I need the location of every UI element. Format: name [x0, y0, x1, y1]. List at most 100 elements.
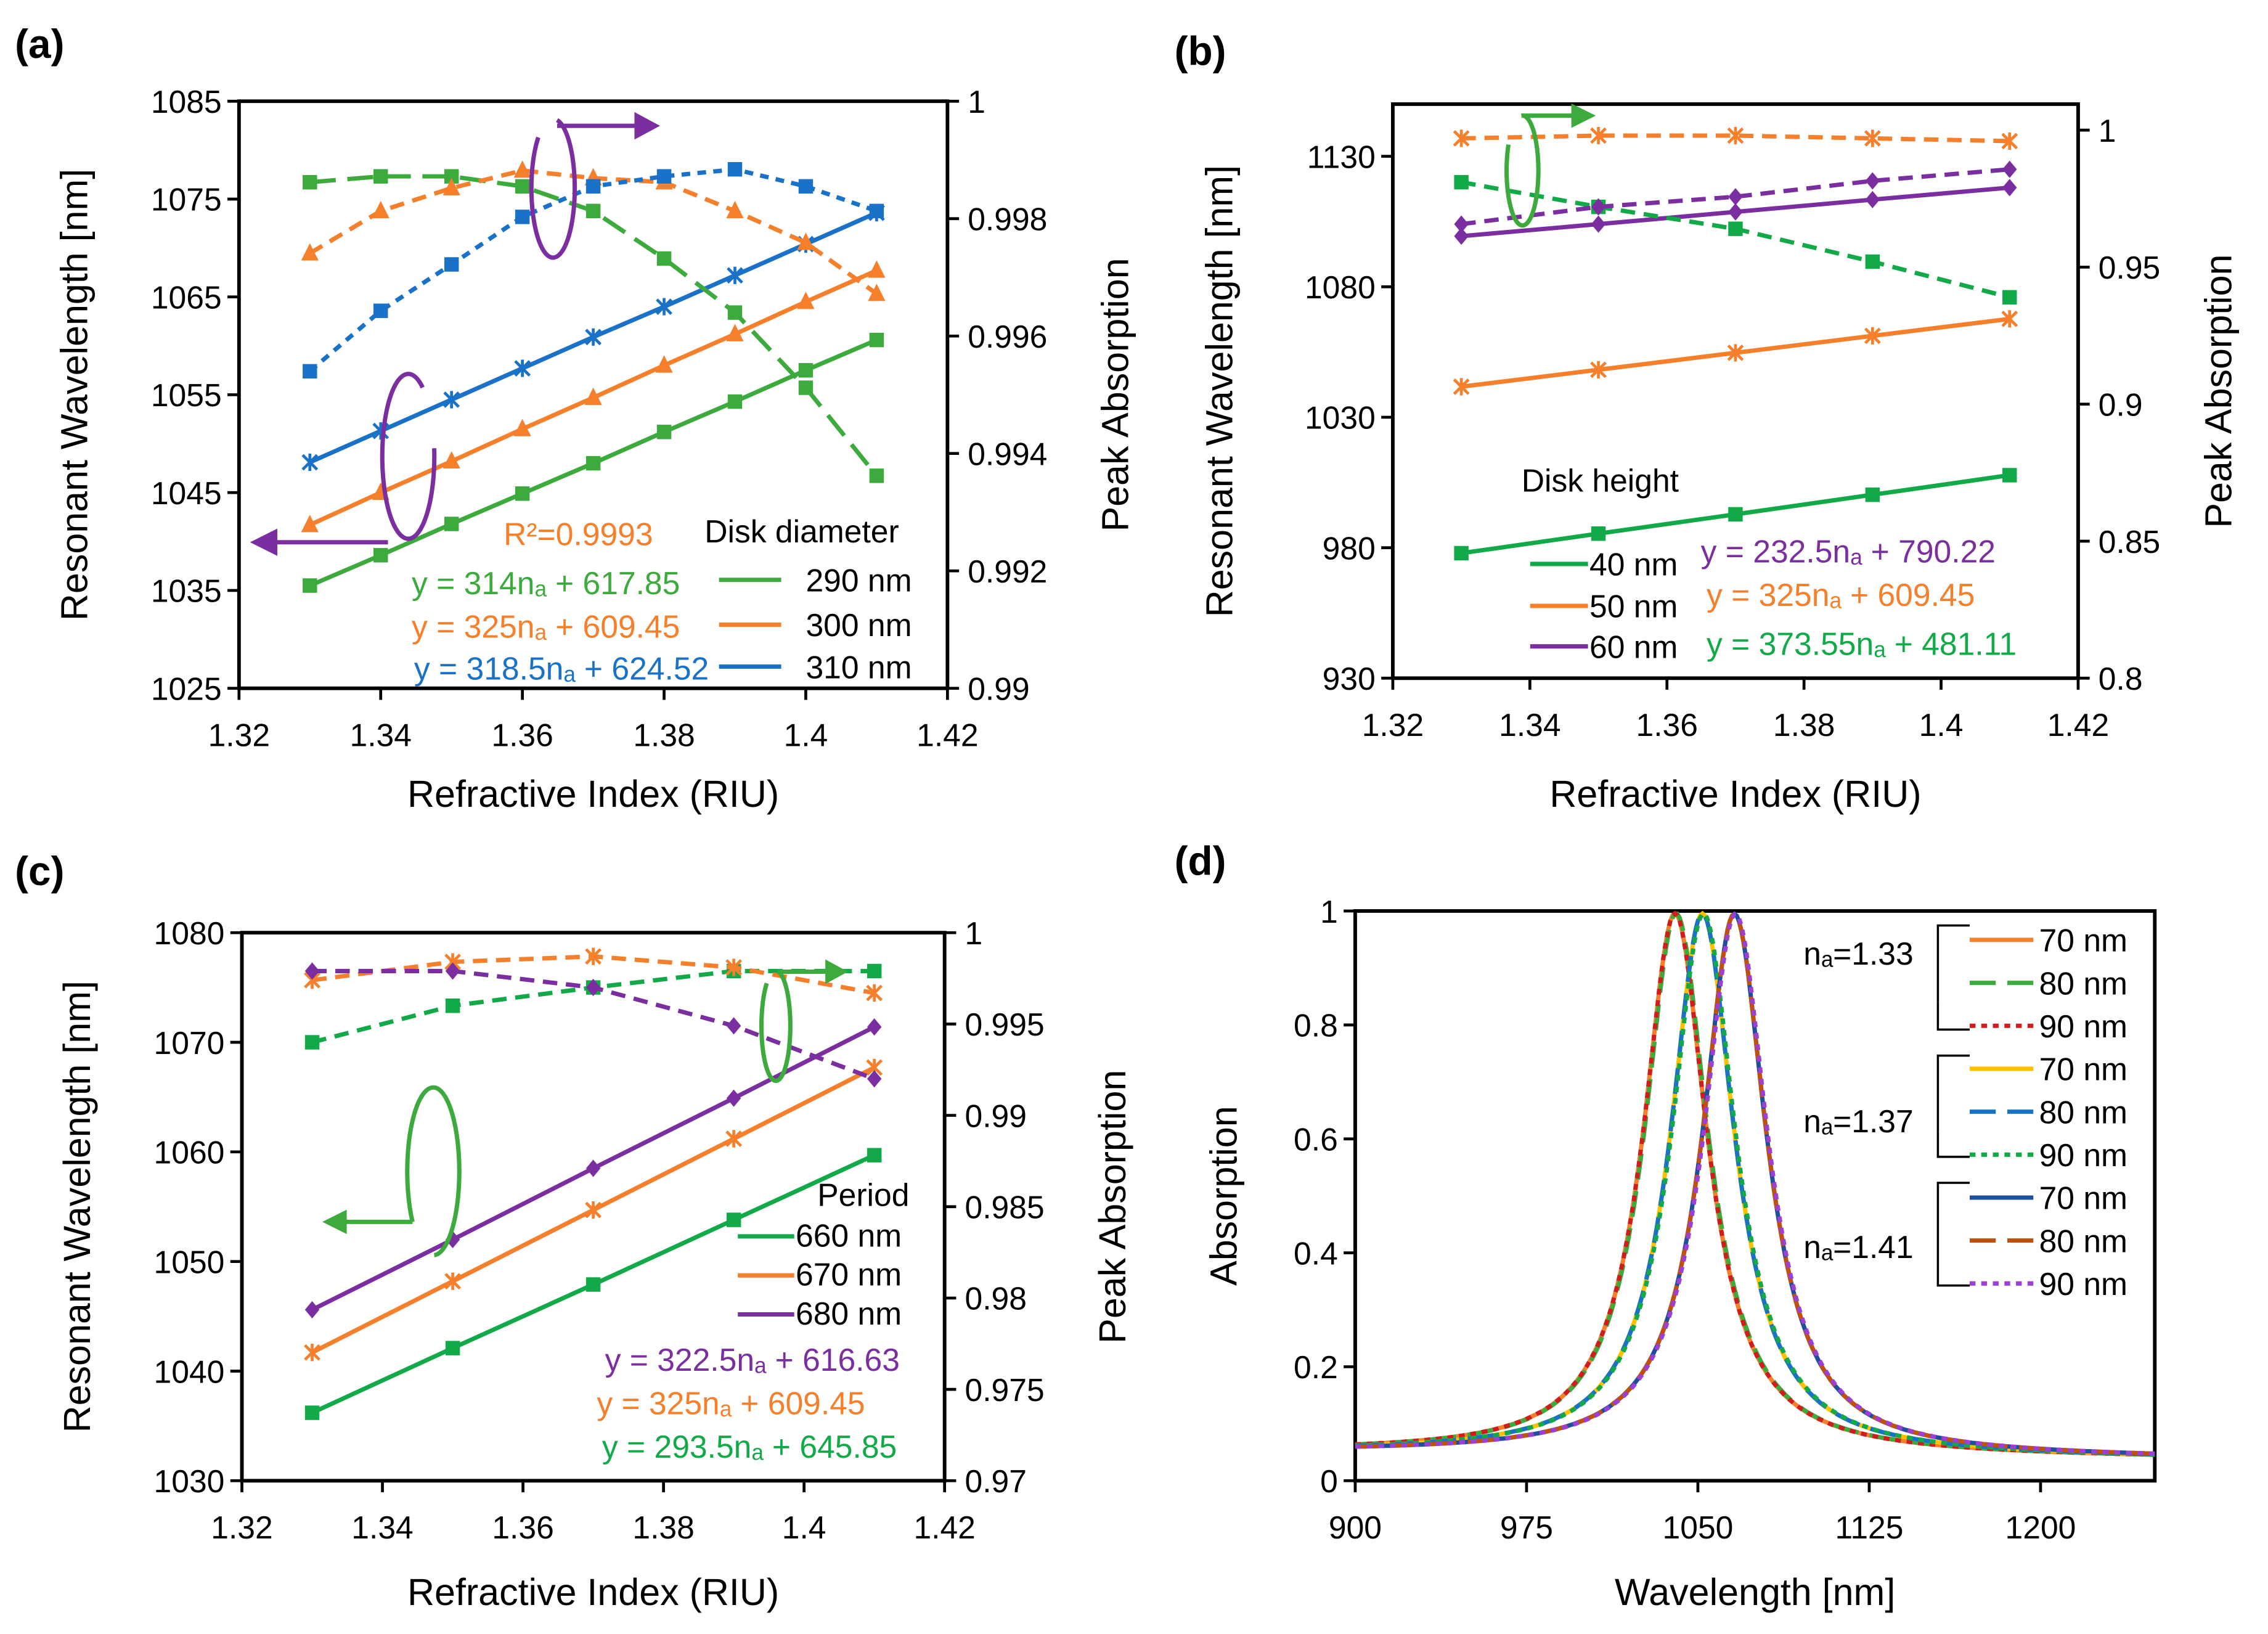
y-tick-label: 1045 [151, 475, 222, 511]
marker-asterisk [866, 984, 883, 1002]
marker-asterisk [1453, 129, 1470, 147]
y-axis-label: Resonant Wavelength [nm] [56, 981, 98, 1432]
group-label: nₐ=1.37 [1803, 1103, 1914, 1139]
legend-entry: 290 nm [806, 563, 912, 598]
legend-entry: 80 nm [2039, 965, 2127, 1001]
marker-asterisk [1590, 361, 1607, 378]
legend-entry: 680 nm [796, 1296, 902, 1331]
y2-tick-label: 1 [965, 915, 983, 951]
marker-square [726, 1212, 741, 1227]
x-tick-label: 1050 [1663, 1509, 1734, 1545]
panel-label-c: (c) [15, 849, 64, 894]
marker-square [1454, 545, 1469, 561]
x-tick-label: 1.42 [913, 1509, 975, 1545]
y-tick-label: 1025 [151, 671, 222, 706]
y2-tick-label: 0.8 [2099, 661, 2143, 696]
y-tick-label: 930 [1323, 661, 1376, 696]
r2-label: R²=0.9993 [504, 516, 653, 552]
y2-tick-label: 0.9 [2099, 386, 2143, 422]
marker-triangle [868, 284, 886, 301]
marker-square [303, 578, 317, 593]
marker-asterisk [1727, 126, 1744, 145]
marker-asterisk [656, 298, 672, 316]
equation: y = 232.5nₐ + 790.22 [1701, 534, 1996, 570]
marker-asterisk [1727, 344, 1744, 362]
y-tick-label: 1050 [154, 1244, 225, 1280]
y-tick-label: 1055 [151, 377, 222, 413]
panel-label-a: (a) [15, 22, 64, 67]
marker-square [585, 1277, 601, 1292]
marker-square [515, 210, 530, 224]
y2-tick-label: 0.85 [2099, 524, 2160, 560]
absorption-curve [1355, 912, 2155, 1457]
marker-asterisk [2001, 132, 2018, 150]
legend-entry: 90 nm [2039, 1266, 2127, 1302]
legend-entry: 660 nm [796, 1217, 902, 1253]
marker-square [2002, 290, 2017, 305]
y2-tick-label: 0.985 [965, 1190, 1045, 1225]
panel-label-b: (b) [1175, 29, 1226, 74]
marker-triangle [797, 232, 815, 250]
marker-asterisk [304, 1344, 320, 1362]
marker-square [656, 169, 672, 184]
marker-diamond [1454, 215, 1469, 233]
marker-asterisk [2001, 310, 2018, 328]
x-tick-label: 1.32 [211, 1509, 272, 1545]
marker-square [373, 303, 388, 318]
y-tick-label: 0 [1320, 1463, 1338, 1499]
x-tick-label: 1.4 [1919, 707, 1964, 743]
x-tick-label: 1.36 [491, 717, 553, 753]
y2-tick-label: 1 [968, 84, 985, 120]
marker-triangle [655, 355, 673, 373]
marker-diamond [726, 1089, 741, 1107]
y2-tick-label: 0.998 [968, 201, 1047, 237]
equation: y = 325nₐ + 609.45 [597, 1385, 865, 1421]
x-tick-label: 1.32 [1362, 707, 1424, 743]
absorption-curve [1355, 910, 2155, 1456]
y-tick-label: 1070 [154, 1025, 225, 1061]
marker-square [1865, 487, 1880, 502]
marker-diamond [1865, 190, 1880, 208]
legend-d: nₐ=1.33 nₐ=1.37 nₐ=1.41 70 nm 80 nm 90 nm 7… [1803, 923, 2127, 1302]
marker-diamond [585, 979, 601, 997]
y-tick-label: 1080 [154, 915, 225, 951]
y-tick-label: 1065 [151, 279, 222, 315]
marker-square [1728, 507, 1743, 522]
equation: y = 293.5nₐ + 645.85 [602, 1429, 897, 1464]
marker-triangle [726, 200, 744, 219]
marker-triangle [372, 200, 390, 219]
x-tick-label: 1.32 [208, 717, 270, 753]
marker-square [515, 486, 530, 501]
x-tick-label: 1200 [2005, 1509, 2076, 1545]
marker-diamond [304, 1301, 320, 1318]
marker-diamond [1728, 203, 1743, 221]
marker-square [303, 174, 317, 190]
series-line [309, 174, 879, 478]
marker-triangle [443, 178, 460, 195]
marker-asterisk [585, 328, 602, 346]
legend-entry: 50 nm [1589, 589, 1678, 624]
x-tick-label: 1.4 [782, 1509, 826, 1545]
legend-title-a: Disk diameter [704, 513, 899, 549]
marker-square [585, 203, 601, 219]
marker-square [656, 425, 672, 439]
marker-triangle [301, 515, 319, 533]
marker-square [1728, 221, 1743, 236]
marker-square [445, 999, 460, 1013]
y-tick-label: 0.6 [1294, 1121, 1338, 1157]
marker-diamond [1591, 198, 1606, 216]
marker-asterisk [443, 391, 460, 409]
marker-asterisk [1864, 129, 1881, 147]
marker-triangle [868, 260, 886, 278]
marker-square [869, 203, 884, 219]
x-tick-label: 975 [1500, 1509, 1553, 1545]
x-axis-label: Refractive Index (RIU) [1549, 773, 1921, 815]
y2-axis-label: Peak Absorption [1091, 1070, 1133, 1344]
legend-title-c: Period [817, 1177, 909, 1213]
legend-entry: 80 nm [2039, 1223, 2127, 1259]
marker-diamond [1865, 172, 1880, 190]
x-tick-label: 900 [1329, 1509, 1382, 1545]
absorption-curve [1355, 912, 2155, 1456]
x-axis-label: Refractive Index (RIU) [407, 773, 779, 815]
